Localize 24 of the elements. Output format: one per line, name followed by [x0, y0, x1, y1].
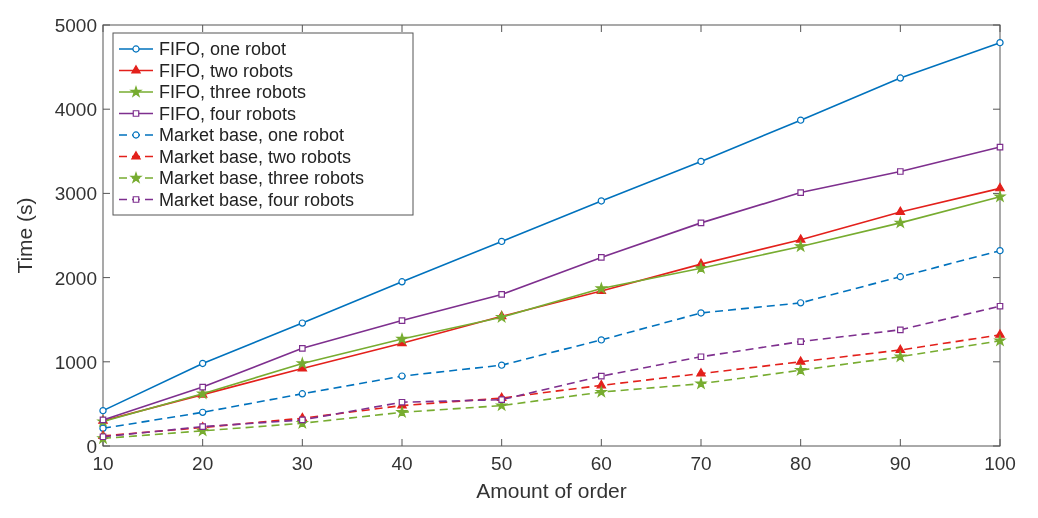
- y-tick-label: 3000: [54, 183, 97, 205]
- legend-label: Market base, two robots: [159, 146, 352, 167]
- x-tick-label: 20: [192, 453, 214, 474]
- legend-label: Market base, four robots: [159, 189, 355, 210]
- legend-label: Market base, three robots: [159, 168, 365, 188]
- x-tick-label: 80: [790, 453, 812, 474]
- legend-label: FIFO, four robots: [159, 103, 297, 124]
- x-tick-label: 90: [889, 453, 911, 474]
- x-tick-label: 40: [391, 453, 413, 474]
- legend-label: FIFO, three robots: [159, 82, 307, 102]
- y-axis-title: Time (s): [13, 197, 36, 274]
- x-axis-title: Amount of order: [476, 479, 627, 502]
- y-tick-label: 4000: [54, 99, 97, 121]
- y-tick-label: 5000: [54, 15, 97, 36]
- legend-label: FIFO, one robot: [159, 39, 287, 59]
- x-tick-label: 50: [491, 453, 513, 474]
- y-tick-label: 1000: [54, 351, 97, 373]
- x-tick-label: 70: [690, 453, 712, 474]
- legend-label: FIFO, two robots: [159, 60, 294, 81]
- x-tick-label: 60: [590, 453, 612, 474]
- legend-label: Market base, one robot: [159, 125, 345, 145]
- y-tick-label: 2000: [54, 267, 97, 289]
- x-tick-label: 100: [984, 453, 1016, 474]
- x-tick-label: 30: [291, 453, 313, 474]
